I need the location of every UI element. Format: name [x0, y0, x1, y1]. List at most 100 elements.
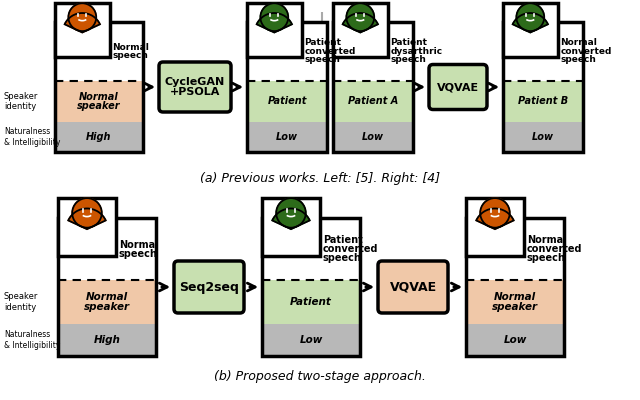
Text: Normal: Normal	[113, 42, 149, 52]
Bar	[55, 80, 143, 122]
Bar	[262, 218, 360, 280]
Text: converted: converted	[323, 244, 378, 254]
Text: dysarthric: dysarthric	[390, 47, 442, 56]
Bar	[333, 22, 413, 152]
Text: VQVAE: VQVAE	[437, 82, 479, 92]
Circle shape	[480, 198, 509, 228]
Text: Naturalness
& Intelligibility: Naturalness & Intelligibility	[4, 330, 60, 350]
Text: +PSOLA: +PSOLA	[170, 87, 220, 97]
Wedge shape	[68, 208, 106, 229]
Text: Normal: Normal	[79, 92, 119, 102]
Text: Low: Low	[503, 335, 527, 345]
Text: converted: converted	[527, 244, 582, 254]
Text: (b) Proposed two-stage approach.: (b) Proposed two-stage approach.	[214, 370, 426, 383]
Text: Naturalness
& Intelligibility: Naturalness & Intelligibility	[4, 127, 60, 147]
FancyBboxPatch shape	[429, 64, 487, 110]
Text: Speaker
identity: Speaker identity	[4, 292, 38, 312]
Wedge shape	[65, 13, 100, 32]
Bar	[247, 3, 301, 58]
Bar	[503, 3, 557, 58]
Text: Patient: Patient	[290, 297, 332, 307]
Bar	[58, 218, 156, 280]
Bar	[466, 280, 564, 324]
Text: Speaker
identity: Speaker identity	[4, 92, 38, 111]
Bar	[333, 22, 413, 80]
Circle shape	[72, 198, 102, 228]
Text: Normal: Normal	[119, 240, 159, 250]
Text: speech: speech	[390, 55, 426, 64]
Text: speaker: speaker	[492, 302, 538, 312]
Bar	[466, 218, 564, 356]
Text: speech: speech	[527, 253, 566, 263]
Wedge shape	[342, 13, 378, 32]
Text: Normal: Normal	[527, 235, 566, 245]
Bar	[55, 3, 109, 58]
Text: Normal: Normal	[561, 38, 597, 47]
Bar	[466, 198, 524, 256]
Text: speech: speech	[561, 55, 596, 64]
Circle shape	[276, 198, 306, 228]
FancyBboxPatch shape	[378, 261, 448, 313]
Text: Normal: Normal	[86, 292, 128, 302]
FancyBboxPatch shape	[174, 261, 244, 313]
Text: converted: converted	[561, 47, 612, 56]
Bar	[247, 80, 327, 122]
Wedge shape	[272, 208, 310, 229]
Text: Patient: Patient	[390, 38, 428, 47]
Bar	[466, 324, 564, 356]
Text: Patient: Patient	[323, 235, 363, 245]
Bar	[58, 198, 116, 256]
Text: speech: speech	[305, 55, 340, 64]
Text: Patient: Patient	[305, 38, 341, 47]
Text: speaker: speaker	[84, 302, 130, 312]
Text: (a) Previous works. Left: [5]. Right: [4]: (a) Previous works. Left: [5]. Right: [4…	[200, 172, 440, 185]
Circle shape	[346, 3, 374, 31]
Bar	[262, 218, 360, 356]
Text: Low: Low	[362, 132, 384, 142]
Wedge shape	[476, 208, 514, 229]
Text: speech: speech	[113, 51, 148, 60]
Bar	[58, 280, 156, 324]
Text: converted: converted	[305, 47, 356, 56]
Text: speech: speech	[323, 253, 362, 263]
Bar	[333, 122, 413, 152]
Bar	[466, 218, 564, 280]
Text: High: High	[86, 132, 112, 142]
Circle shape	[260, 3, 288, 31]
Bar	[247, 122, 327, 152]
Bar	[55, 122, 143, 152]
Text: speech: speech	[119, 249, 157, 259]
Text: Low: Low	[300, 335, 323, 345]
Bar	[58, 218, 156, 356]
Wedge shape	[257, 13, 292, 32]
Wedge shape	[513, 13, 548, 32]
Text: Patient B: Patient B	[518, 96, 568, 106]
Bar	[333, 3, 388, 58]
Bar	[503, 22, 583, 80]
Text: Patient: Patient	[268, 96, 307, 106]
Bar	[247, 22, 327, 80]
Bar	[262, 280, 360, 324]
Bar	[333, 80, 413, 122]
Text: Normal: Normal	[494, 292, 536, 302]
Bar	[55, 22, 143, 152]
Circle shape	[68, 3, 96, 31]
Bar	[503, 122, 583, 152]
Bar	[55, 22, 143, 80]
Bar	[58, 324, 156, 356]
Circle shape	[516, 3, 544, 31]
Text: Low: Low	[276, 132, 298, 142]
Text: Low: Low	[532, 132, 554, 142]
Bar	[247, 22, 327, 152]
Bar	[503, 80, 583, 122]
Text: Seq2seq: Seq2seq	[179, 280, 239, 294]
Text: CycleGAN: CycleGAN	[165, 77, 225, 87]
Text: speaker: speaker	[77, 101, 121, 111]
Text: VQVAE: VQVAE	[389, 280, 436, 294]
FancyBboxPatch shape	[159, 62, 231, 112]
Text: Patient A: Patient A	[348, 96, 398, 106]
Bar	[262, 324, 360, 356]
Bar	[262, 198, 320, 256]
Text: High: High	[93, 335, 120, 345]
Bar	[503, 22, 583, 152]
